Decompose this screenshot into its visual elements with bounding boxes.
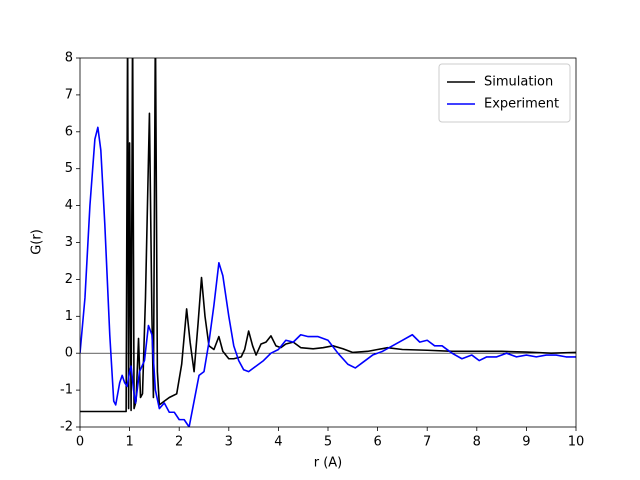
- y-tick-label: 0: [65, 346, 73, 361]
- y-tick-label: 5: [65, 161, 73, 176]
- y-axis-label: G(r): [30, 229, 45, 255]
- x-tick-label: 2: [175, 435, 183, 450]
- x-tick-label: 3: [225, 435, 233, 450]
- x-tick-label: 4: [274, 435, 282, 450]
- x-tick-label: 1: [125, 435, 133, 450]
- plot-frame: [79, 57, 577, 428]
- y-tick-label: 7: [65, 87, 73, 102]
- y-tick-label: 3: [65, 235, 73, 250]
- x-tick-label: 0: [76, 435, 84, 450]
- plot-area: [80, 58, 576, 427]
- y-tick-label: -2: [60, 420, 73, 435]
- x-tick-label: 9: [522, 435, 530, 450]
- y-tick-label: 1: [65, 309, 73, 324]
- y-tick-label: 6: [65, 124, 73, 139]
- line-series: [80, 126, 576, 427]
- y-tick-label: -1: [60, 383, 73, 398]
- x-axis-label: r (A): [314, 456, 343, 471]
- line-series: [80, 58, 576, 413]
- y-tick-label: 4: [65, 198, 73, 213]
- y-tick-label: 2: [65, 272, 73, 287]
- legend-label: Experiment: [484, 97, 559, 112]
- y-tick-label: 8: [65, 51, 73, 66]
- legend-box: [438, 63, 571, 123]
- legend-label: Simulation: [484, 75, 553, 90]
- x-tick-label: 5: [324, 435, 332, 450]
- x-tick-label: 6: [373, 435, 381, 450]
- x-tick-label: 8: [473, 435, 481, 450]
- x-tick-label: 7: [423, 435, 431, 450]
- x-tick-label: 10: [568, 435, 585, 450]
